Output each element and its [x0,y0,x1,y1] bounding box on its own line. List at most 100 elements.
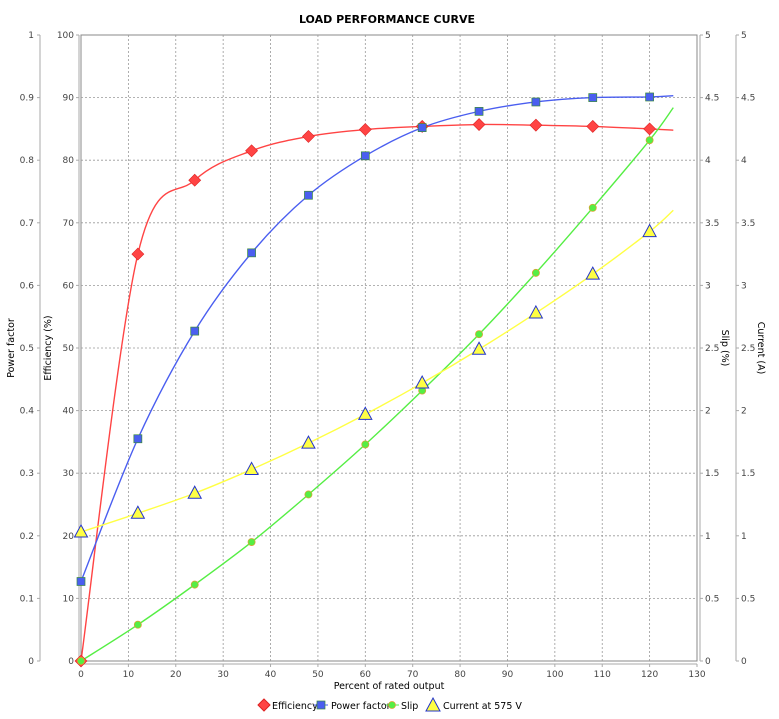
tick-label: 60 [360,670,372,680]
data-point [301,435,316,449]
legend-item-slip: Slip [386,701,418,712]
data-point [360,151,370,161]
tick-label: 0.9 [20,94,35,104]
data-point [244,461,259,475]
tick-label: 1.5 [705,469,719,479]
tick-label: 0.7 [20,219,34,229]
tick-label: 40 [63,407,75,417]
data-point [529,118,543,132]
data-point [414,375,430,389]
tick-label: 5 [741,31,747,41]
tick-label: 0 [68,657,74,667]
data-point [245,144,259,158]
data-point [131,247,145,261]
data-point [531,97,541,107]
data-point [190,580,199,589]
tick-label: 3.5 [741,219,755,229]
data-point [531,268,540,277]
tick-label: 3.5 [705,219,719,229]
tick-label: 80 [63,156,75,166]
square-icon [316,700,326,710]
efficiency-ticks: 0 10 20 30 40 50 60 70 80 90 100 [57,31,79,667]
power-factor-ticks: 0 0.1 0.2 0.3 0.4 0.5 0.6 0.7 0.8 0.9 1 [20,31,40,667]
data-point [588,203,597,212]
tick-label: 30 [63,469,75,479]
tick-label: 1 [741,532,747,542]
tick-label: 1.5 [741,469,755,479]
tick-label: 110 [594,670,611,680]
tick-label: 100 [546,670,563,680]
x-axis-ticks: 0 10 20 30 40 50 60 70 80 90 100 110 120 130 [78,664,706,680]
data-point [190,326,200,336]
tick-label: 10 [63,594,75,604]
data-point [188,173,202,187]
data-point [73,523,89,538]
tick-label: 2 [741,407,747,417]
legend-item-current: Current at 575 V [425,696,522,712]
data-point [528,304,544,319]
data-point [475,330,483,339]
tick-label: 4.5 [705,94,719,104]
tick-label: 0.1 [20,594,34,604]
data-point [76,577,86,586]
efficiency-markers [74,118,657,668]
data-point [302,129,315,143]
data-point [361,440,370,449]
x-axis-title: Percent of rated output [334,681,445,692]
data-point [357,406,373,420]
current-at-575-v-markers [73,223,657,538]
circle-icon [388,701,396,709]
slip-axis-title: Slip (%) [719,330,730,367]
tick-label: 90 [63,94,75,104]
tick-label: 2 [705,407,711,417]
tick-label: 130 [688,670,705,680]
tick-label: 30 [217,670,229,680]
tick-label: 2.5 [741,344,755,354]
data-point [130,505,146,519]
tick-label: 4.5 [741,94,755,104]
tick-label: 10 [123,670,135,680]
tick-label: 1 [28,31,34,41]
tick-label: 4 [705,156,711,166]
tick-label: 20 [170,670,182,680]
data-point [643,122,657,136]
tick-label: 0 [78,670,84,680]
data-point [304,490,313,499]
tick-label: 90 [502,670,514,680]
diamond-icon [257,698,271,712]
slip-markers [77,136,654,665]
data-point [474,107,484,116]
data-point [585,266,601,280]
data-point [588,93,598,102]
efficiency-axis-title: Efficiency (%) [43,315,54,380]
tick-label: 100 [57,31,74,41]
chart-title: LOAD PERFORMANCE CURVE [299,13,475,26]
grid-lines [81,35,697,661]
legend-item-efficiency: Efficiency [257,698,318,712]
data-point [187,485,203,499]
data-point [358,123,372,136]
legend-label: Current at 575 V [443,701,522,712]
data-point [642,223,657,238]
tick-label: 80 [454,670,466,680]
legend: Efficiency Power factor Slip Current at … [257,696,522,712]
current-axis-title: Current (A) [755,322,766,375]
data-point [247,538,256,547]
tick-label: 4 [741,156,747,166]
tick-label: 60 [63,281,75,291]
tick-label: 0.2 [20,532,34,542]
tick-label: 40 [265,670,277,680]
current-ticks: 0 0.5 1 1.5 2 2.5 3 3.5 4 4.5 5 [736,31,755,667]
tick-label: 70 [407,670,419,680]
data-point [247,248,256,258]
data-point [645,92,654,102]
legend-label: Power factor [331,701,391,712]
data-point [645,136,654,145]
legend-label: Slip [401,701,418,712]
data-point [586,119,600,133]
tick-label: 0.3 [20,469,34,479]
tick-label: 5 [705,31,711,41]
series-layer [73,92,674,668]
tick-label: 0.5 [741,594,755,604]
